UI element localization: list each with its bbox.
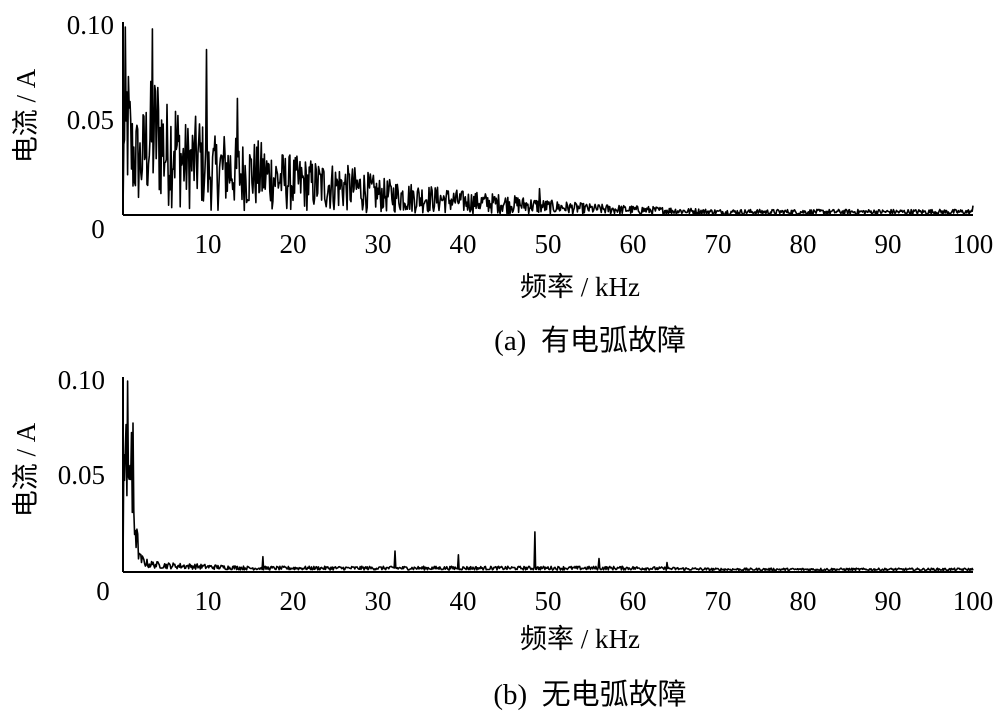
x-tick-labels: 10 20 30 40 50 60 70 80 90 100 — [195, 229, 994, 259]
y-tick-label: 0.05 — [67, 105, 114, 135]
y-axis-label: 电流 / A — [11, 422, 41, 517]
x-tick-labels: 10 20 30 40 50 60 70 80 90 100 — [195, 586, 994, 616]
x-tick-label: 40 — [450, 586, 477, 616]
x-tick-label: 60 — [620, 229, 647, 259]
x-tick-label: 60 — [620, 586, 647, 616]
x-tick-label: 100 — [953, 229, 994, 259]
x-axis-label: 频率 / kHz — [520, 272, 640, 302]
panel-caption: (a) 有电弧故障 — [494, 324, 686, 357]
origin-label: 0 — [91, 214, 105, 244]
x-tick-label: 10 — [195, 229, 222, 259]
y-tick-label: 0.10 — [58, 365, 105, 395]
x-tick-label: 30 — [365, 586, 392, 616]
x-tick-label: 20 — [280, 586, 307, 616]
x-tick-label: 80 — [790, 229, 817, 259]
y-tick-labels: 0.10 0.05 — [67, 10, 114, 135]
x-tick-label: 50 — [535, 229, 562, 259]
y-axis-label: 电流 / A — [11, 68, 41, 163]
series-line — [122, 26, 974, 216]
panel-a: 电流 / A 0 0.10 0.05 10 20 30 40 50 60 70 80 90 100… — [11, 10, 993, 357]
x-tick-label: 100 — [953, 586, 994, 616]
x-tick-label: 30 — [365, 229, 392, 259]
x-tick-label: 90 — [875, 229, 902, 259]
origin-label: 0 — [96, 576, 110, 606]
x-axis-label: 频率 / kHz — [520, 624, 640, 654]
x-tick-label: 70 — [705, 586, 732, 616]
x-tick-label: 50 — [535, 586, 562, 616]
x-tick-label: 10 — [195, 586, 222, 616]
y-tick-label: 0.05 — [58, 460, 105, 490]
x-tick-label: 80 — [790, 586, 817, 616]
x-tick-label: 20 — [280, 229, 307, 259]
x-tick-label: 40 — [450, 229, 477, 259]
x-tick-label: 70 — [705, 229, 732, 259]
panel-caption: (b) 无电弧故障 — [493, 678, 686, 711]
y-tick-label: 0.10 — [67, 10, 114, 40]
x-tick-label: 90 — [875, 586, 902, 616]
panel-b: 电流 / A 0 0.10 0.05 10 20 30 40 50 60 70 80 90 100… — [11, 365, 993, 711]
y-tick-labels: 0.10 0.05 — [58, 365, 105, 490]
series-line — [122, 380, 974, 572]
